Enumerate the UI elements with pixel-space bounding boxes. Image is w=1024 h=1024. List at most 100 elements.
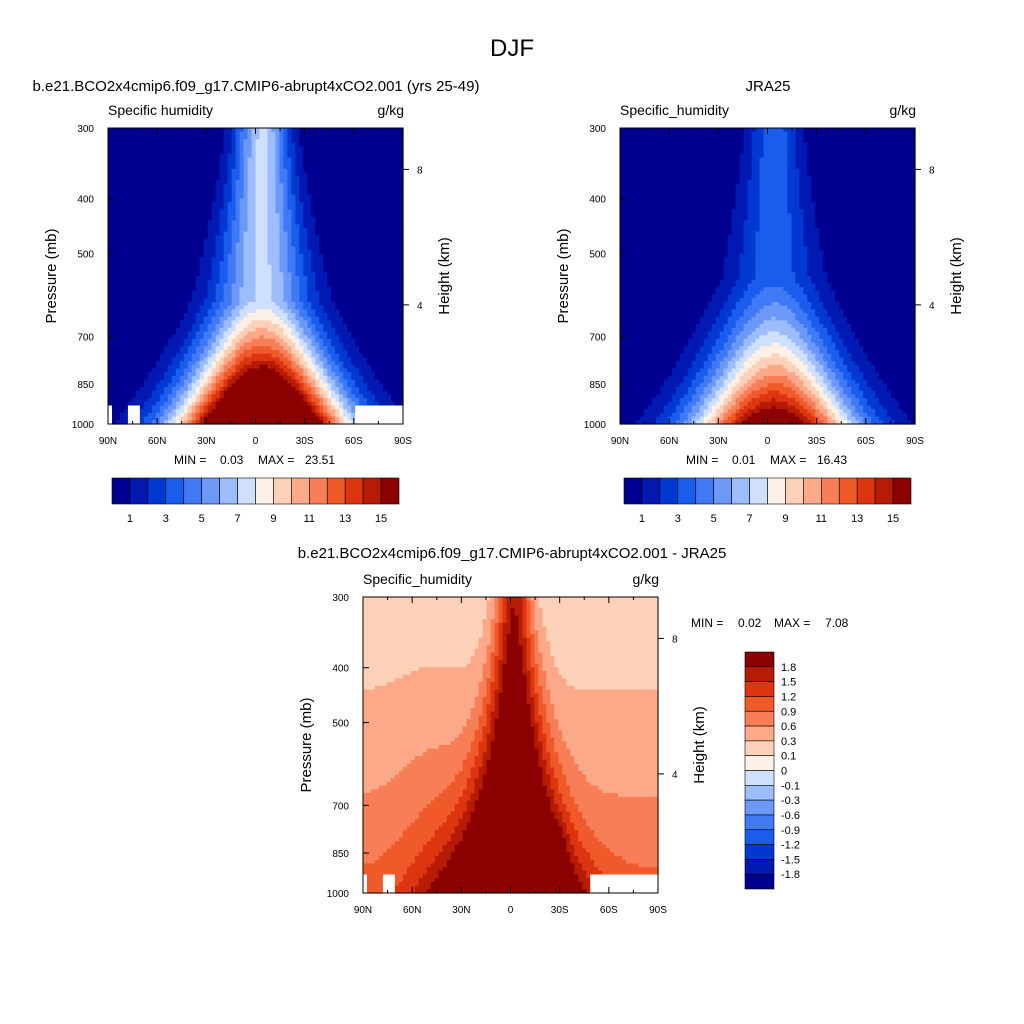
contour-cell — [546, 685, 575, 691]
contour-cell — [295, 161, 304, 166]
contour-cell — [570, 785, 599, 790]
contour-cell — [751, 161, 761, 166]
contour-cell — [538, 733, 547, 739]
contour-cell — [883, 420, 896, 425]
contour-cell — [163, 375, 173, 381]
contour-cell — [795, 276, 812, 281]
contour-cell — [803, 231, 820, 236]
contour-cell — [675, 387, 689, 392]
contour-cell — [239, 338, 253, 344]
contour-cell — [175, 372, 185, 377]
contour-cell — [478, 793, 547, 798]
contour-cell — [759, 409, 789, 414]
contour-cell — [127, 401, 145, 407]
contour-cell — [747, 394, 761, 399]
contour-cell — [811, 194, 916, 199]
contour-cell — [494, 659, 500, 665]
contour-cell — [108, 257, 201, 262]
contour-cell — [243, 357, 281, 362]
contour-cell — [735, 279, 753, 284]
contour-cell — [550, 782, 559, 787]
contour-cell — [219, 372, 225, 377]
contour-cell — [803, 324, 812, 329]
contour-cell — [526, 600, 532, 605]
contour-cell — [751, 390, 769, 395]
contour-cell — [279, 131, 285, 136]
contour-cell — [815, 220, 916, 225]
contour-cell — [620, 257, 725, 262]
contour-cell — [795, 146, 808, 151]
contour-cell — [331, 364, 340, 370]
contour-cell — [319, 290, 332, 296]
contour-cell — [247, 198, 257, 203]
contour-cell — [279, 165, 285, 170]
contour-cell — [374, 685, 480, 691]
contour-cell — [815, 416, 820, 421]
contour-cell — [239, 287, 257, 292]
contour-cell — [363, 704, 476, 709]
contour-cell — [231, 220, 241, 225]
contour-cell — [574, 844, 583, 850]
contour-cell — [243, 183, 249, 188]
contour-cell — [470, 659, 488, 665]
contour-cell — [279, 257, 288, 262]
contour-cell — [466, 719, 480, 724]
contour-cell — [207, 375, 213, 381]
contour-cell — [235, 276, 245, 281]
contour-cell — [339, 375, 344, 381]
contour-cell — [799, 202, 816, 207]
contour-cell — [199, 375, 205, 381]
contour-cell — [255, 264, 273, 270]
contour-cell — [231, 383, 292, 388]
contour-cell — [751, 301, 773, 307]
contour-cell — [108, 235, 209, 240]
units-label: g/kg — [378, 102, 404, 118]
contour-cell — [827, 383, 832, 388]
contour-cell — [534, 719, 543, 724]
contour-cell — [498, 641, 504, 646]
contour-cell — [227, 327, 237, 333]
contour-cell — [799, 176, 812, 181]
contour-cell — [787, 290, 804, 296]
contour-cell — [291, 272, 296, 277]
contour-cell — [295, 246, 300, 251]
contour-cell — [307, 364, 316, 370]
contour-cell — [143, 416, 157, 421]
contour-cell — [311, 268, 324, 273]
contour-cell — [735, 412, 745, 418]
contour-cell — [530, 622, 536, 628]
contour-cell — [819, 401, 828, 407]
contour-cell — [108, 190, 217, 196]
contour-cell — [319, 301, 336, 307]
contour-cell — [311, 250, 320, 255]
contour-cell — [550, 774, 555, 779]
contour-cell — [303, 213, 312, 218]
contour-cell — [363, 708, 472, 713]
contour-cell — [295, 335, 300, 340]
contour-cell — [735, 353, 745, 358]
contour-cell — [239, 239, 245, 244]
contour-cell — [319, 242, 404, 247]
contour-cell — [235, 161, 241, 166]
contour-cell — [494, 693, 500, 698]
contour-cell — [847, 416, 856, 421]
contour-cell — [558, 782, 567, 787]
contour-cell — [490, 752, 540, 757]
contour-cell — [723, 390, 733, 395]
contour-cell — [363, 796, 436, 802]
contour-cell — [474, 782, 484, 787]
contour-cell — [490, 652, 500, 657]
contour-cell — [227, 305, 237, 310]
contour-cell — [847, 364, 860, 370]
contour-cell — [199, 412, 205, 418]
contour-cell — [482, 782, 543, 787]
contour-cell — [747, 287, 765, 292]
contour-cell — [331, 394, 340, 399]
contour-cell — [723, 342, 733, 347]
contour-cell — [247, 190, 257, 196]
contour-cell — [815, 368, 824, 373]
contour-cell — [578, 763, 659, 768]
contour-cell — [482, 622, 492, 628]
contour-cell — [747, 320, 765, 325]
contour-cell — [363, 674, 404, 679]
